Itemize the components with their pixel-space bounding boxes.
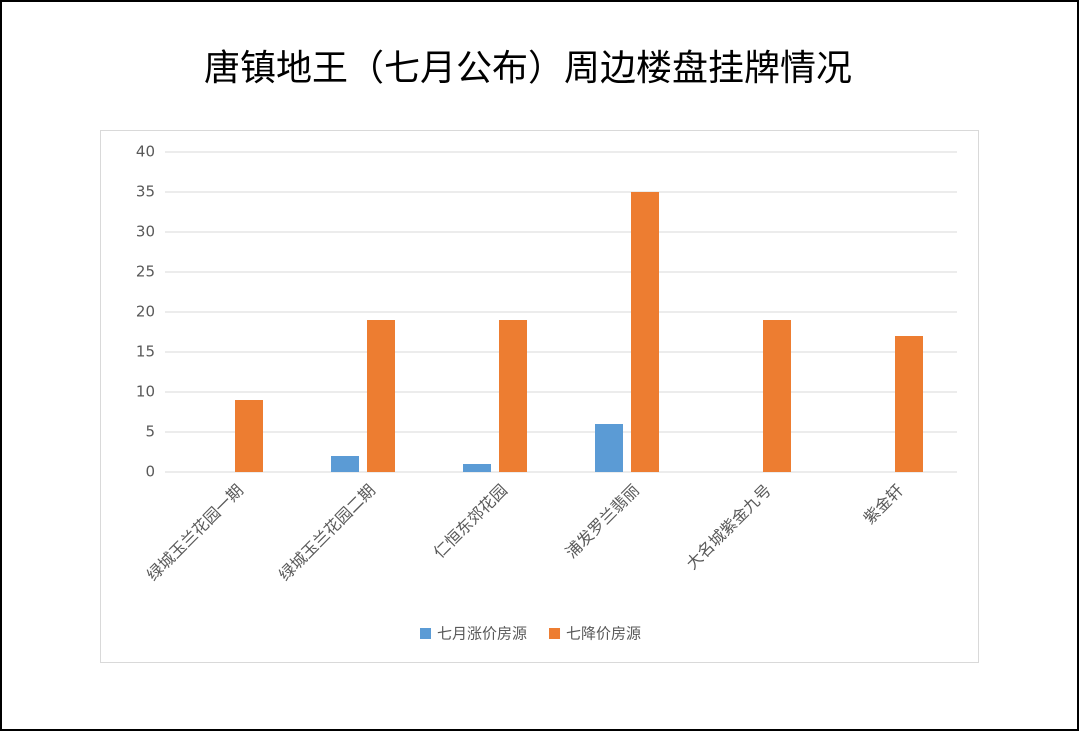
bar — [499, 320, 527, 472]
bar — [895, 336, 923, 472]
chart-area — [100, 130, 979, 663]
legend-swatch — [549, 628, 561, 639]
y-tick-label: 40 — [136, 143, 155, 161]
bar — [595, 424, 623, 472]
y-tick-label: 15 — [136, 343, 155, 361]
y-tick-label: 0 — [145, 463, 155, 481]
bar — [331, 456, 359, 472]
y-tick-label: 20 — [136, 303, 155, 321]
bar — [763, 320, 791, 472]
legend-label: 七月涨价房源 — [437, 625, 527, 643]
bar — [631, 192, 659, 472]
legend-label: 七降价房源 — [566, 625, 641, 643]
legend-swatch — [420, 628, 431, 639]
bar — [367, 320, 395, 472]
bar — [235, 400, 263, 472]
y-tick-label: 5 — [145, 423, 155, 441]
y-tick-label: 35 — [136, 183, 155, 201]
bar — [463, 464, 491, 472]
chart-title: 唐镇地王（七月公布）周边楼盘挂牌情况 — [204, 48, 852, 89]
y-tick-label: 30 — [136, 223, 155, 241]
y-tick-label: 25 — [136, 263, 155, 281]
y-tick-label: 10 — [136, 383, 155, 401]
